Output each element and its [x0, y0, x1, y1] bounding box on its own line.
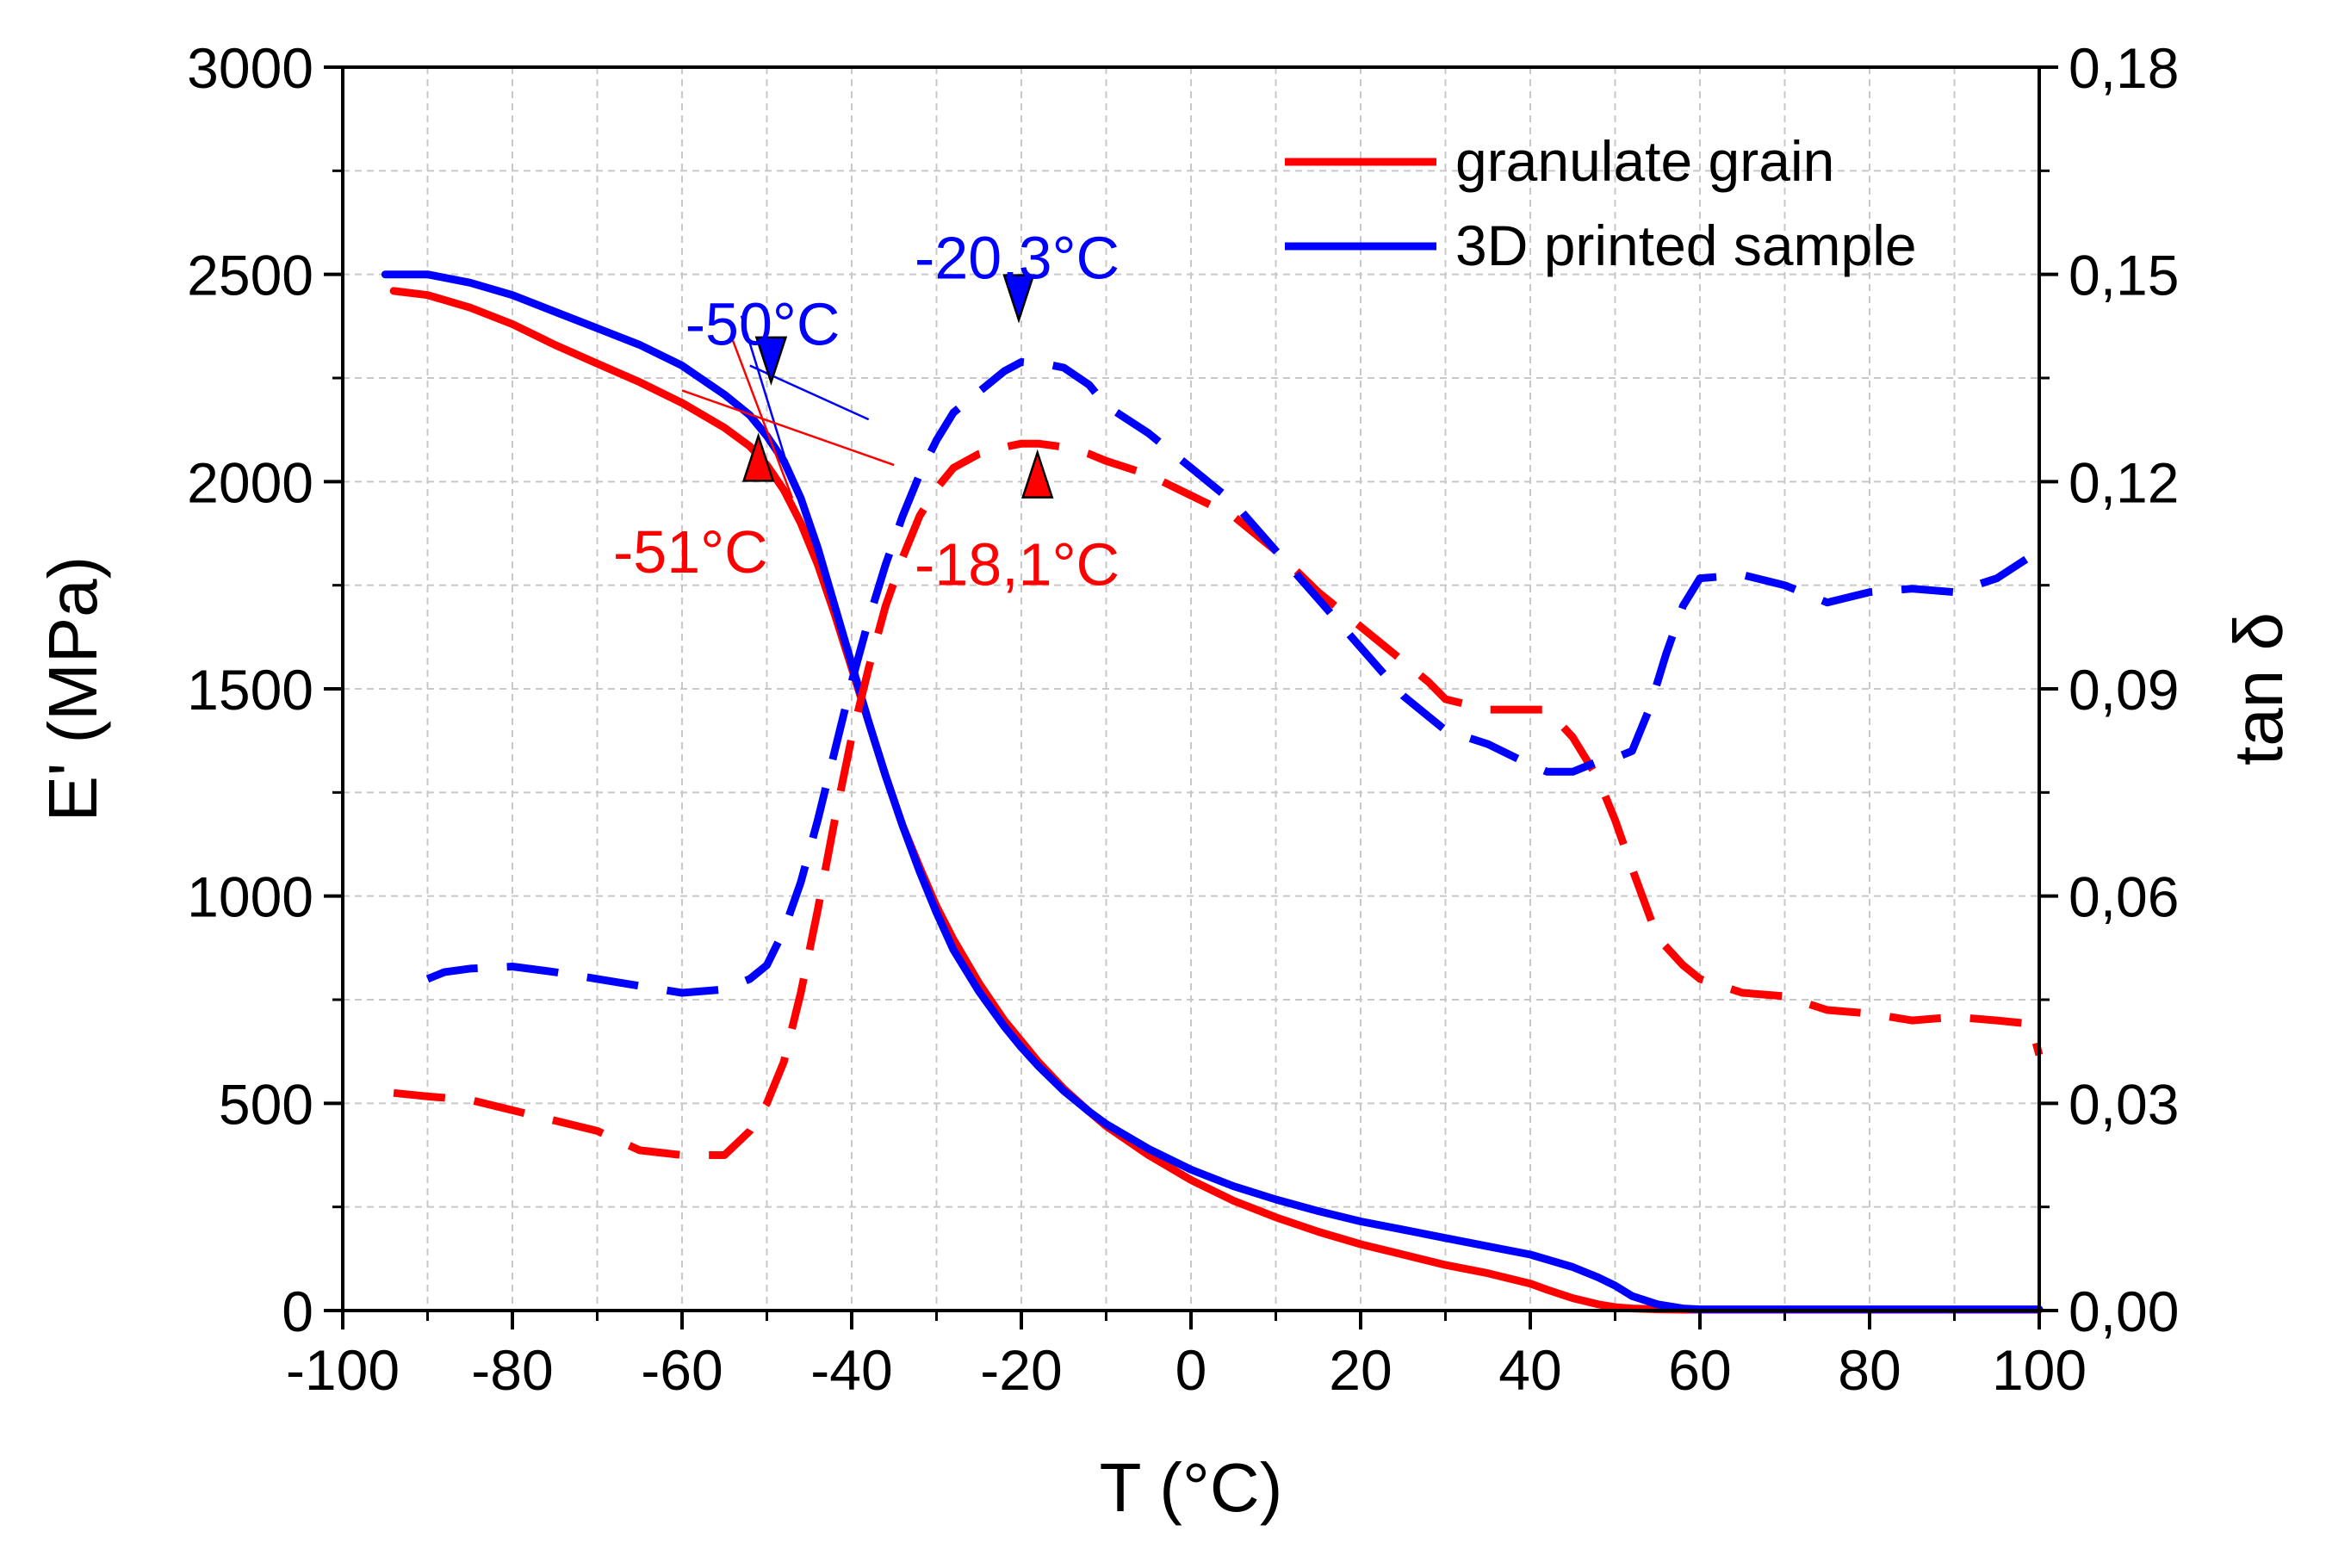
- series-line-3d-printed-sample-tan: [425, 358, 2042, 997]
- y2-tick-label: 0,06: [2069, 865, 2179, 929]
- y-tick-label: 1000: [187, 865, 313, 929]
- y2-tick-label: 0,03: [2069, 1072, 2179, 1136]
- x-tick-label: -80: [471, 1338, 553, 1402]
- series-line-granulate-grain-e: [389, 287, 2044, 1314]
- y-tick-label: 1500: [187, 658, 313, 722]
- y2-tick-label: 0,12: [2069, 450, 2179, 514]
- axis-ticks: -100 -80 -60 -40 -20 0 20 40 60 80 100050010001500…: [187, 36, 2179, 1402]
- x-tick-label: 20: [1329, 1338, 1392, 1402]
- x-tick-label: -60: [641, 1338, 723, 1402]
- x-tick-label: -40: [810, 1338, 892, 1402]
- x-tick-label: -20: [980, 1338, 1062, 1402]
- marker-red-peak: [1020, 449, 1054, 499]
- y2-tick-label: 0,00: [2069, 1280, 2179, 1343]
- legend-label-granulate-grain: granulate grain: [1455, 129, 1834, 193]
- y-tick-label: 0: [282, 1280, 313, 1343]
- y-tick-label: 2000: [187, 450, 313, 514]
- marker-red-onset: [741, 432, 775, 482]
- series-line-3d-printed-sample-e: [381, 270, 2044, 1314]
- marker-blue-onset: [754, 336, 788, 386]
- series-layer: [381, 270, 2044, 1314]
- y2-tick-label: 0,09: [2069, 658, 2179, 722]
- y2-tick-label: 0,18: [2069, 36, 2179, 100]
- annotation-red-peak: -18,1°C: [915, 531, 1120, 598]
- y-tick-label: 3000: [187, 36, 313, 100]
- annotation-blue-peak: -20,3°C: [915, 224, 1120, 291]
- tangent-red-glassy: [681, 389, 895, 467]
- x-axis-title: T (°C): [1100, 1449, 1283, 1526]
- legend-label-3d-printed-sample: 3D printed sample: [1455, 214, 1917, 277]
- grid: [343, 67, 2039, 1311]
- y-tick-label: 500: [219, 1072, 313, 1136]
- annotation-blue-onset: -50°C: [685, 290, 840, 357]
- x-tick-label: -100: [286, 1338, 400, 1402]
- tangent-blue-transition: [740, 315, 794, 482]
- y2-tick-label: 0,15: [2069, 244, 2179, 307]
- transition-markers: [741, 274, 1054, 499]
- x-tick-label: 100: [1992, 1338, 2087, 1402]
- annotation-red-onset: -51°C: [613, 518, 768, 586]
- y-axis-title: E' (MPa): [34, 556, 111, 822]
- marker-blue-peak: [1002, 274, 1035, 324]
- y2-axis-title: tan δ: [2220, 612, 2297, 765]
- x-tick-label: 80: [1838, 1338, 1901, 1402]
- legend: granulate grain 3D printed sample: [1285, 129, 1917, 277]
- x-tick-label: 60: [1668, 1338, 1731, 1402]
- y-tick-label: 2500: [187, 244, 313, 307]
- x-tick-label: 40: [1498, 1338, 1561, 1402]
- series-line-granulate-grain-tan: [393, 439, 2044, 1159]
- x-tick-label: 0: [1175, 1338, 1207, 1402]
- tangent-red-transition: [731, 340, 794, 499]
